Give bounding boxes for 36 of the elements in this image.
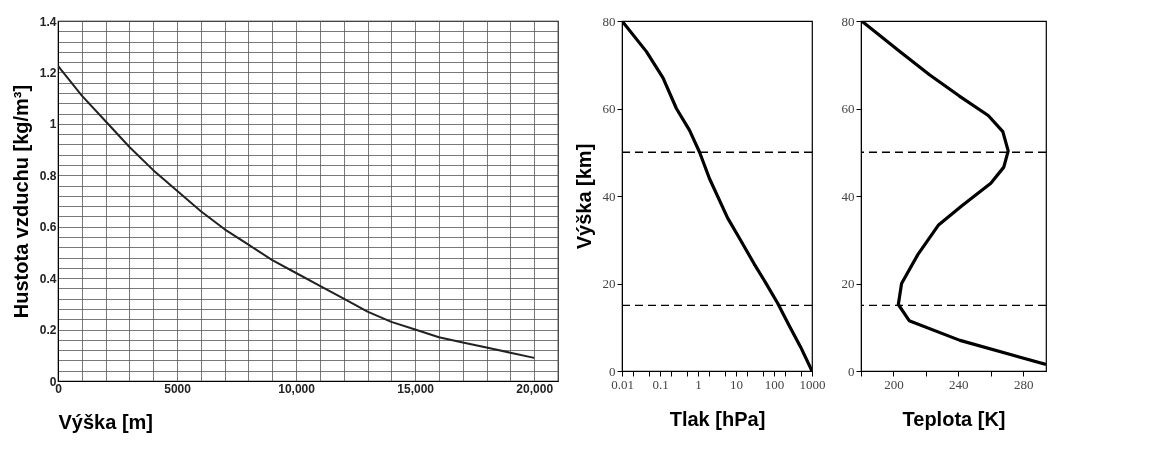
line-series — [58, 65, 536, 359]
y-tick-label: 60 — [602, 101, 616, 116]
x-tick-label: 240 — [949, 376, 969, 392]
y-tick-label: 40 — [841, 188, 855, 204]
x-tick-label: 0.01 — [611, 376, 634, 392]
y-tick-label: 60 — [841, 101, 855, 116]
x-tick-label: 10,000 — [278, 381, 316, 396]
x-axis-title: Teplota [K] — [902, 407, 1006, 430]
x-tick-label: 280 — [1014, 376, 1034, 392]
y-tick-label: 40 — [602, 188, 616, 204]
x-tick-label: 200 — [884, 376, 904, 392]
y-tick-label: 1.2 — [39, 65, 57, 80]
x-tick-label: 10 — [730, 376, 743, 392]
y-tick-label: 20 — [841, 276, 855, 291]
y-axis-title: Výška [km] — [572, 143, 595, 250]
x-tick-label: 20,000 — [516, 381, 554, 396]
x-tick-label: 100 — [764, 376, 785, 392]
y-tick-label: 20 — [602, 276, 616, 291]
y-tick-label: 80 — [841, 13, 855, 29]
y-tick-label: 0.8 — [39, 168, 57, 183]
x-tick-label: 15,000 — [397, 381, 435, 396]
y-tick-label: 80 — [602, 13, 616, 29]
x-axis-title: Tlak [hPa] — [669, 407, 766, 430]
y-tick-label: 0 — [848, 363, 855, 379]
x-tick-label: 1000 — [799, 376, 826, 392]
y-tick-label: 1 — [49, 117, 57, 132]
x-tick-label: 0.1 — [652, 376, 669, 392]
x-axis-title: Výška [m] — [58, 410, 153, 433]
y-axis-title: Hustota vzduchu [kg/m³] — [9, 84, 32, 319]
y-tick-label: 0 — [609, 363, 616, 379]
y-tick-label: 1.4 — [39, 14, 57, 29]
y-tick-label: 0.6 — [39, 220, 57, 235]
y-tick-label: 0.4 — [39, 271, 57, 286]
x-tick-label: 5000 — [164, 381, 192, 396]
y-tick-label: 0.2 — [39, 323, 57, 338]
x-tick-label: 1 — [695, 376, 702, 392]
